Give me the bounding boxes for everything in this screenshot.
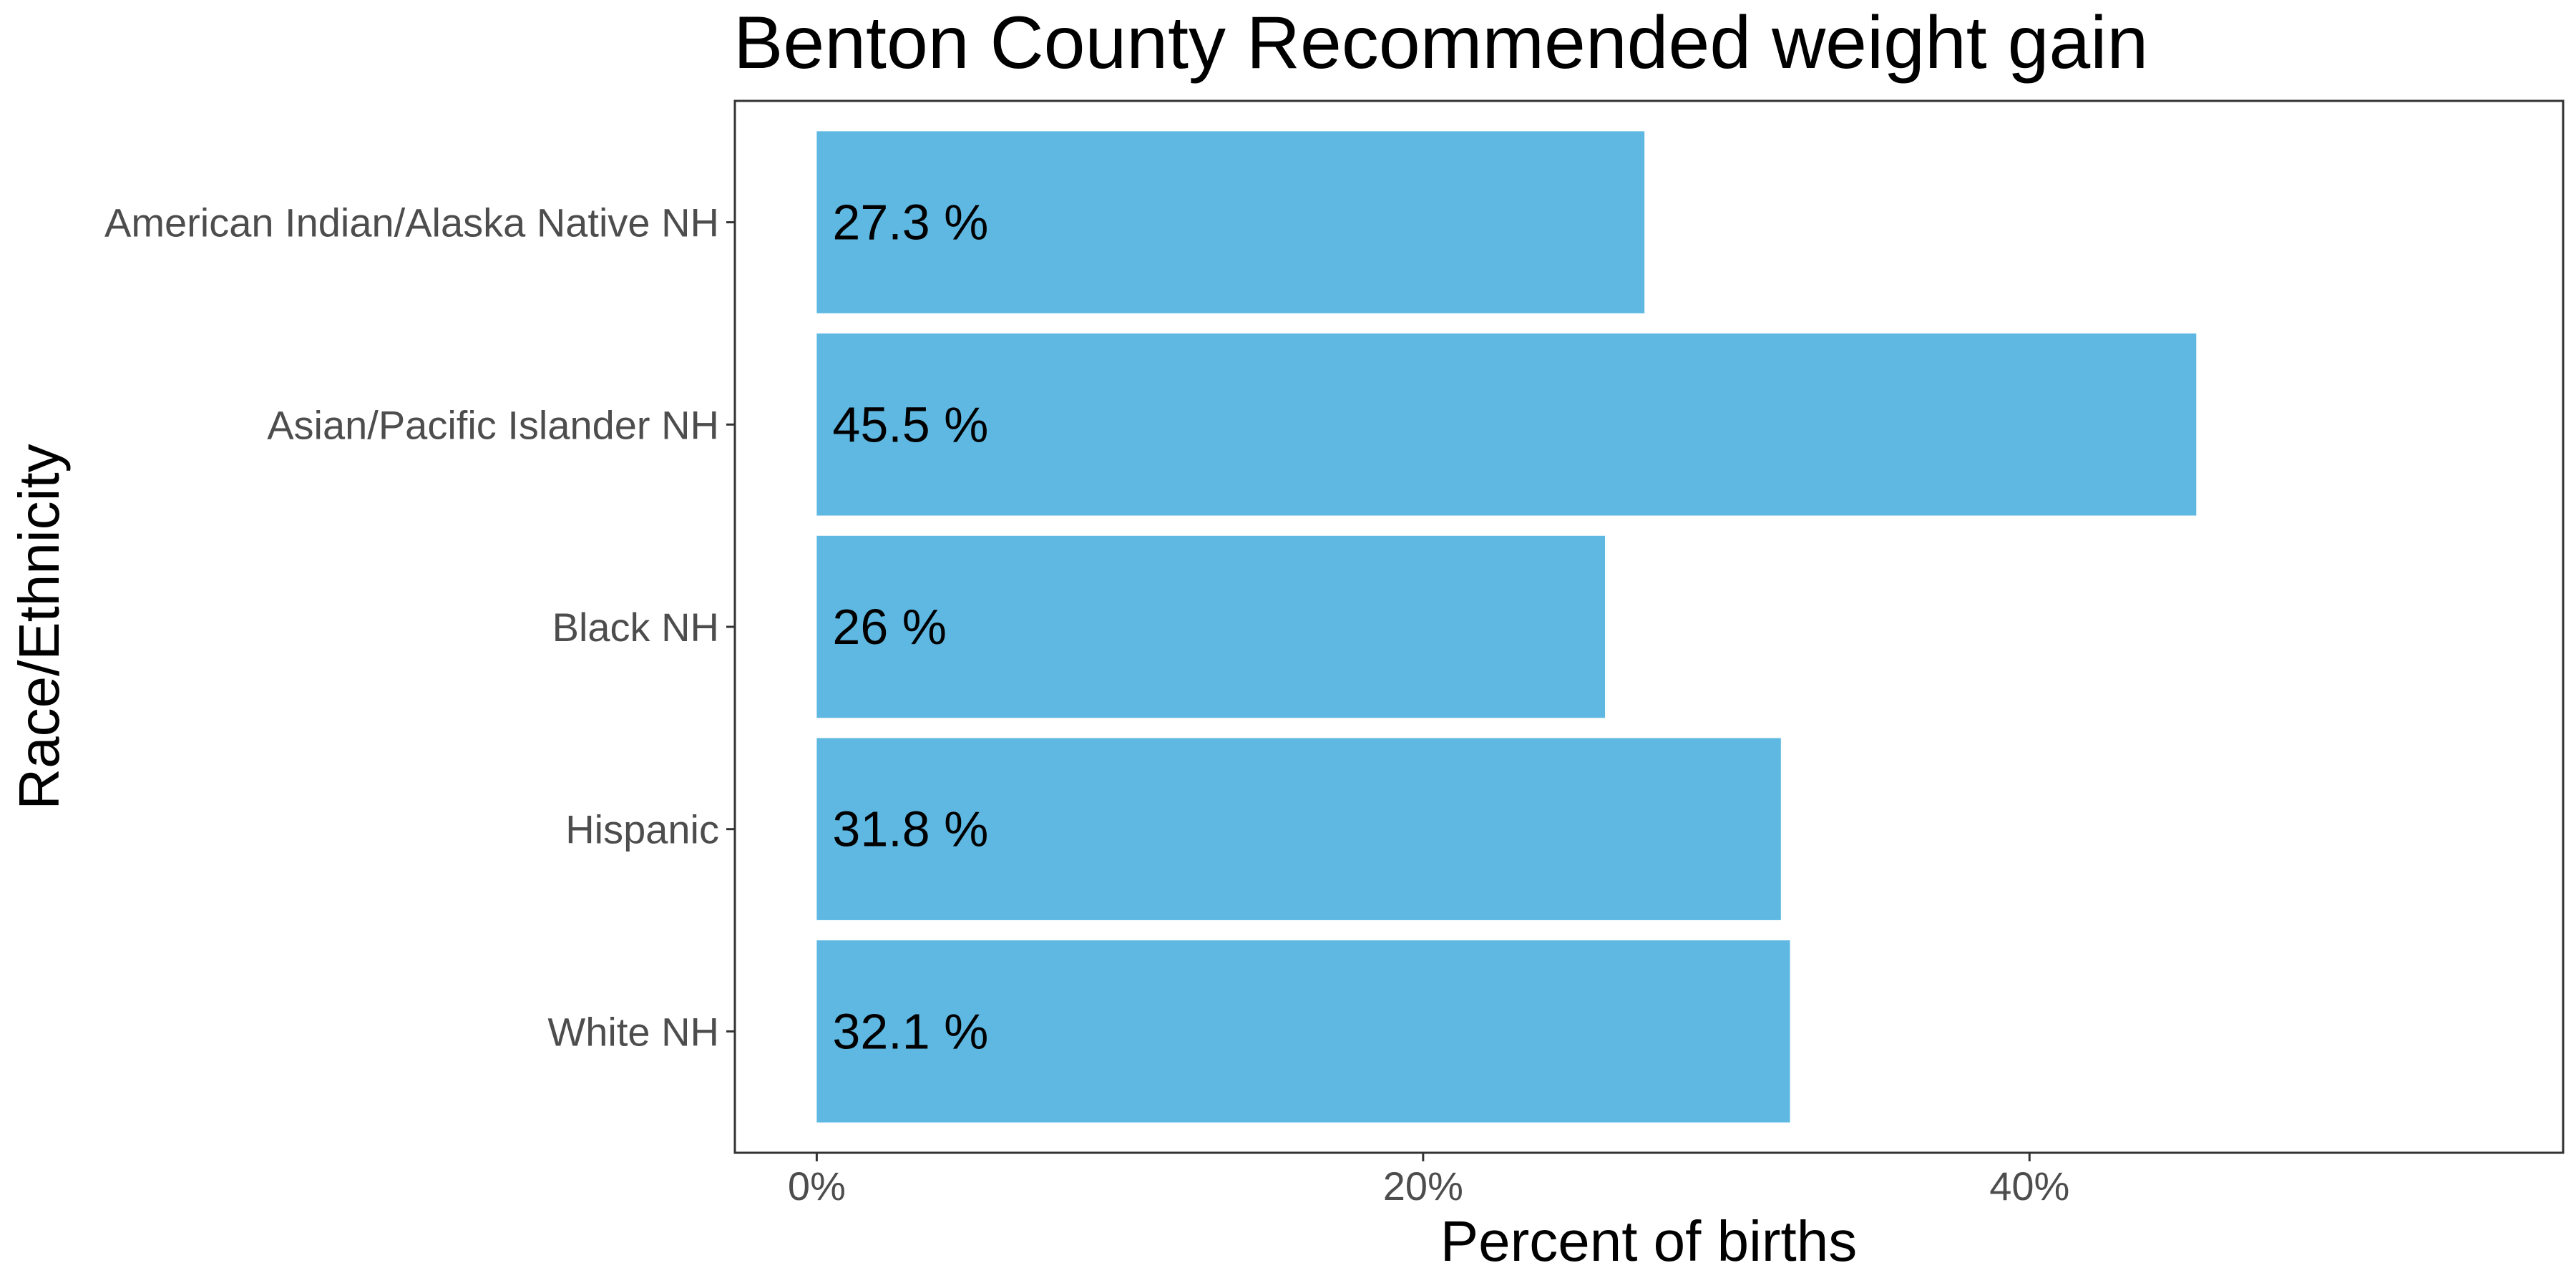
data-label-american-indian-alaska-native-nh: 27.3 % bbox=[832, 195, 988, 250]
y-tick-label-white-nh: White NH bbox=[547, 1009, 719, 1054]
data-label-asian-pacific-islander-nh: 45.5 % bbox=[832, 396, 988, 452]
x-tick-label-20: 20% bbox=[1383, 1163, 1463, 1209]
y-tick-label-asian-pacific-islander-nh: Asian/Pacific Islander NH bbox=[267, 402, 719, 447]
data-label-black-nh: 26 % bbox=[832, 599, 947, 655]
x-axis: 0% 20% 40% bbox=[788, 1153, 2069, 1209]
bar-hispanic bbox=[816, 738, 1781, 920]
y-tick-label-american-indian-alaska-native-nh: American Indian/Alaska Native NH bbox=[104, 200, 719, 245]
bars-layer: 27.3 % 45.5 % 26 % 31.8 % 32.1 % bbox=[816, 131, 2197, 1123]
y-tick-label-hispanic: Hispanic bbox=[565, 807, 719, 852]
x-tick-label-0: 0% bbox=[788, 1163, 846, 1209]
bar-black-nh bbox=[816, 535, 1606, 718]
x-tick-label-40: 40% bbox=[1989, 1163, 2069, 1209]
y-axis-title: Race/Ethnicity bbox=[7, 444, 71, 809]
bar-asian-pacific-islander-nh bbox=[816, 333, 2197, 516]
data-label-hispanic: 31.8 % bbox=[832, 801, 988, 857]
data-label-white-nh: 32.1 % bbox=[832, 1003, 988, 1059]
bar-white-nh bbox=[816, 940, 1790, 1123]
x-axis-title: Percent of births bbox=[1440, 1209, 1858, 1273]
y-axis: American Indian/Alaska Native NH Asian/Pa… bbox=[104, 200, 735, 1054]
y-tick-label-black-nh: Black NH bbox=[552, 605, 719, 650]
chart-title: Benton County Recommended weight gain bbox=[733, 1, 2148, 84]
bar-american-indian-alaska-native-nh bbox=[816, 131, 1645, 313]
